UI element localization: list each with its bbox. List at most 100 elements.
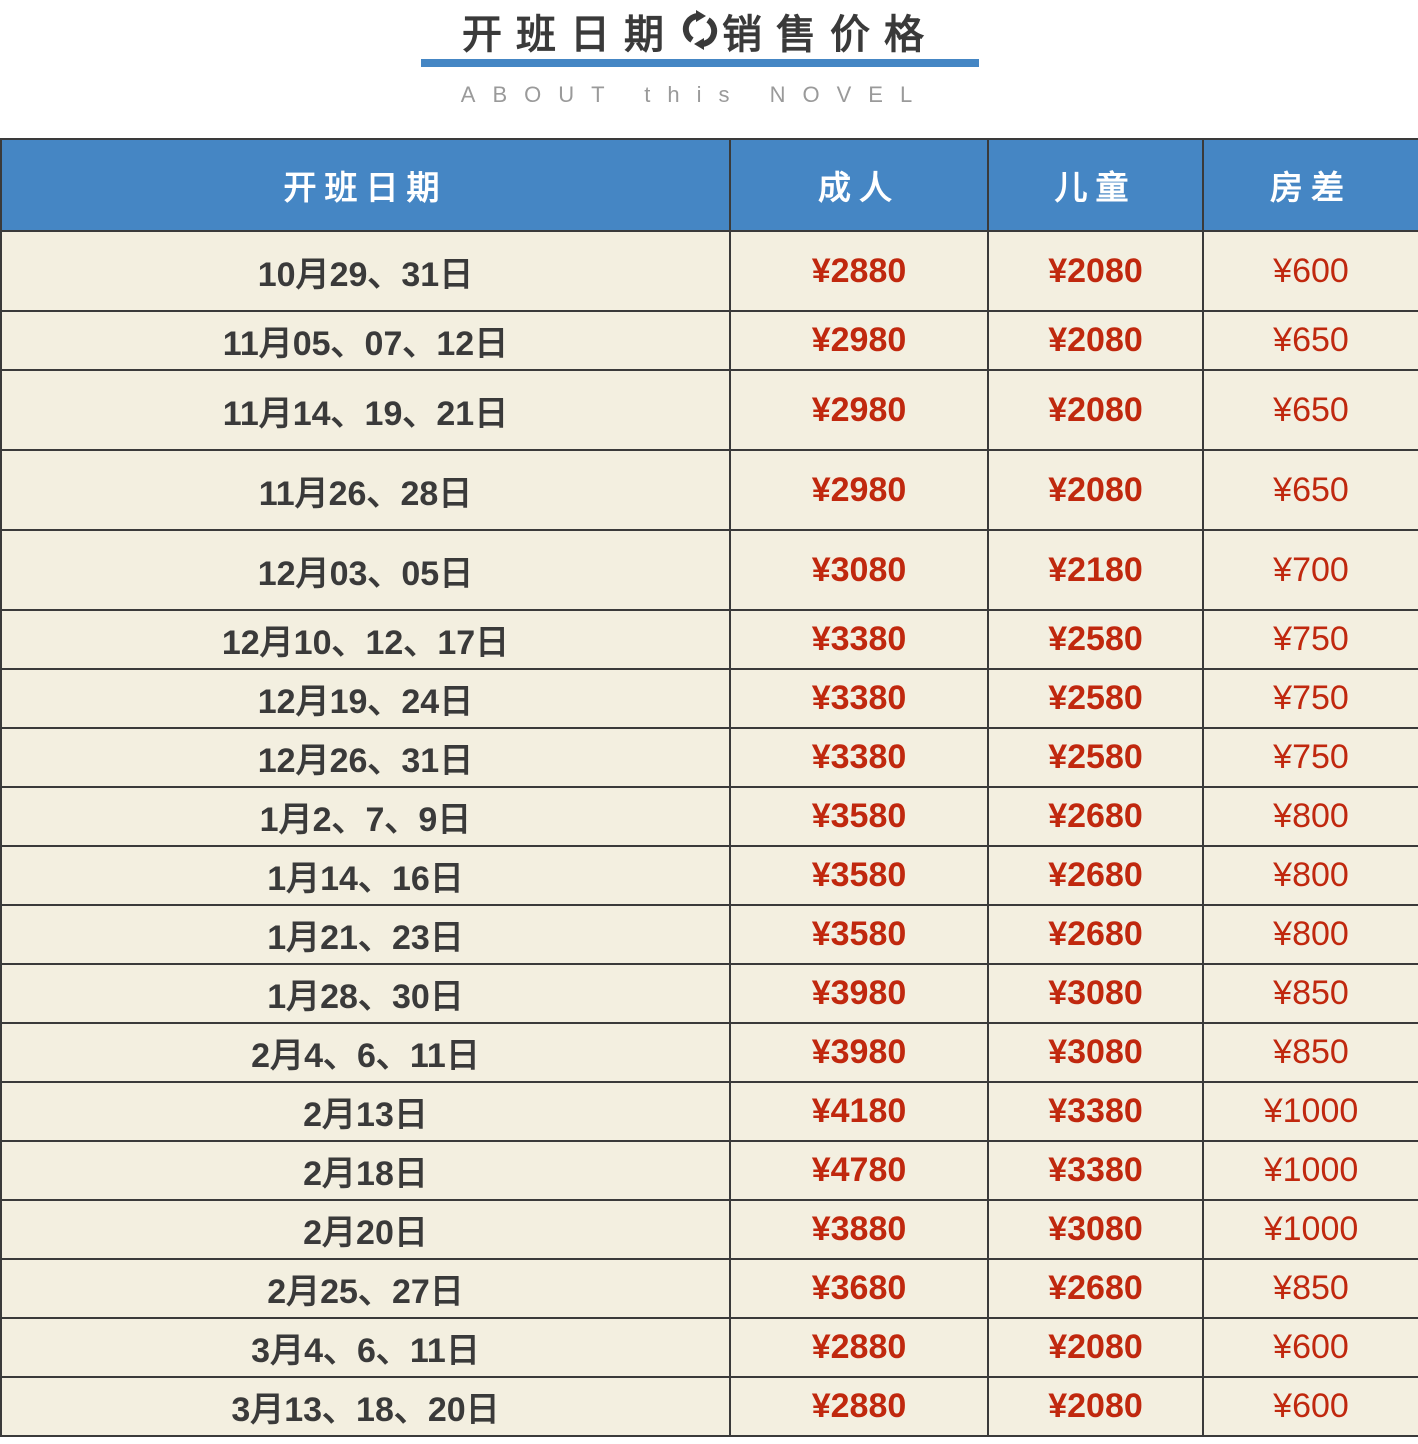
table-row: 2月18日 ¥4780 ¥3380 ¥1000	[0, 1140, 1418, 1201]
table-row: 1月21、23日 ¥3580 ¥2680 ¥800	[0, 904, 1418, 965]
adult-price-cell: ¥4180	[729, 1081, 989, 1142]
table-row: 11月26、28日 ¥2980 ¥2080 ¥650	[0, 449, 1418, 531]
room-diff-cell: ¥1000	[1202, 1081, 1418, 1142]
table-row: 12月10、12、17日 ¥3380 ¥2580 ¥750	[0, 609, 1418, 670]
child-price-cell: ¥2680	[987, 786, 1204, 847]
date-cell: 12月10、12、17日	[0, 609, 731, 670]
date-cell: 2月13日	[0, 1081, 731, 1142]
adult-price-cell: ¥2880	[729, 1317, 989, 1378]
price-table: 开班日期 成人 儿童 房差 10月29、31日 ¥2880 ¥2080 ¥600 11月…	[0, 138, 1418, 1437]
adult-price-cell: ¥3680	[729, 1258, 989, 1319]
date-cell: 3月4、6、11日	[0, 1317, 731, 1378]
table-row: 12月26、31日 ¥3380 ¥2580 ¥750	[0, 727, 1418, 788]
table-row: 3月4、6、11日 ¥2880 ¥2080 ¥600	[0, 1317, 1418, 1378]
page-header: 开班日期 销售价格 ABOUT this NOVEL	[0, 0, 1418, 139]
adult-price-cell: ¥3380	[729, 668, 989, 729]
date-cell: 11月26、28日	[0, 449, 731, 531]
date-cell: 12月19、24日	[0, 668, 731, 729]
room-diff-cell: ¥1000	[1202, 1199, 1418, 1260]
table-row: 1月2、7、9日 ¥3580 ¥2680 ¥800	[0, 786, 1418, 847]
table-row: 1月14、16日 ¥3580 ¥2680 ¥800	[0, 845, 1418, 906]
child-price-cell: ¥2080	[987, 369, 1204, 451]
refresh-icon	[682, 10, 718, 64]
date-cell: 12月26、31日	[0, 727, 731, 788]
column-header-date: 开班日期	[0, 138, 731, 232]
date-cell: 3月13、18、20日	[0, 1376, 731, 1437]
table-row: 10月29、31日 ¥2880 ¥2080 ¥600	[0, 230, 1418, 312]
adult-price-cell: ¥3580	[729, 904, 989, 965]
room-diff-cell: ¥700	[1202, 529, 1418, 611]
date-cell: 2月20日	[0, 1199, 731, 1260]
room-diff-cell: ¥1000	[1202, 1140, 1418, 1201]
table-row: 2月13日 ¥4180 ¥3380 ¥1000	[0, 1081, 1418, 1142]
table-row: 2月20日 ¥3880 ¥3080 ¥1000	[0, 1199, 1418, 1260]
room-diff-cell: ¥850	[1202, 1258, 1418, 1319]
date-cell: 10月29、31日	[0, 230, 731, 312]
table-row: 12月03、05日 ¥3080 ¥2180 ¥700	[0, 529, 1418, 611]
adult-price-cell: ¥2980	[729, 369, 989, 451]
adult-price-cell: ¥3580	[729, 786, 989, 847]
adult-price-cell: ¥4780	[729, 1140, 989, 1201]
room-diff-cell: ¥850	[1202, 963, 1418, 1024]
adult-price-cell: ¥3580	[729, 845, 989, 906]
room-diff-cell: ¥650	[1202, 310, 1418, 371]
title-right: 销售价格	[722, 12, 938, 58]
child-price-cell: ¥3080	[987, 1199, 1204, 1260]
adult-price-cell: ¥2880	[729, 230, 989, 312]
room-diff-cell: ¥800	[1202, 904, 1418, 965]
column-header-child: 儿童	[987, 138, 1204, 232]
room-diff-cell: ¥600	[1202, 1317, 1418, 1378]
column-header-room-diff: 房差	[1202, 138, 1418, 232]
child-price-cell: ¥2680	[987, 845, 1204, 906]
room-diff-cell: ¥750	[1202, 609, 1418, 670]
room-diff-cell: ¥750	[1202, 668, 1418, 729]
table-row: 11月14、19、21日 ¥2980 ¥2080 ¥650	[0, 369, 1418, 451]
child-price-cell: ¥2080	[987, 449, 1204, 531]
table-header-row: 开班日期 成人 儿童 房差	[0, 138, 1418, 232]
subtitle: ABOUT this NOVEL	[460, 82, 930, 107]
table-row: 2月4、6、11日 ¥3980 ¥3080 ¥850	[0, 1022, 1418, 1083]
child-price-cell: ¥2180	[987, 529, 1204, 611]
child-price-cell: ¥3080	[987, 963, 1204, 1024]
adult-price-cell: ¥3380	[729, 609, 989, 670]
adult-price-cell: ¥3980	[729, 1022, 989, 1083]
adult-price-cell: ¥3080	[729, 529, 989, 611]
adult-price-cell: ¥2980	[729, 310, 989, 371]
table-row: 1月28、30日 ¥3980 ¥3080 ¥850	[0, 963, 1418, 1024]
child-price-cell: ¥2080	[987, 230, 1204, 312]
adult-price-cell: ¥3380	[729, 727, 989, 788]
room-diff-cell: ¥850	[1202, 1022, 1418, 1083]
room-diff-cell: ¥650	[1202, 369, 1418, 451]
date-cell: 1月21、23日	[0, 904, 731, 965]
date-cell: 1月2、7、9日	[0, 786, 731, 847]
page-title: 开班日期 销售价格	[421, 8, 979, 64]
title-left: 开班日期	[462, 12, 678, 58]
room-diff-cell: ¥650	[1202, 449, 1418, 531]
column-header-adult: 成人	[729, 138, 989, 232]
table-row: 11月05、07、12日 ¥2980 ¥2080 ¥650	[0, 310, 1418, 371]
room-diff-cell: ¥600	[1202, 230, 1418, 312]
adult-price-cell: ¥2980	[729, 449, 989, 531]
room-diff-cell: ¥600	[1202, 1376, 1418, 1437]
child-price-cell: ¥2580	[987, 609, 1204, 670]
date-cell: 11月14、19、21日	[0, 369, 731, 451]
child-price-cell: ¥2680	[987, 904, 1204, 965]
date-cell: 11月05、07、12日	[0, 310, 731, 371]
date-cell: 2月25、27日	[0, 1258, 731, 1319]
child-price-cell: ¥3380	[987, 1140, 1204, 1201]
child-price-cell: ¥2580	[987, 727, 1204, 788]
adult-price-cell: ¥2880	[729, 1376, 989, 1437]
date-cell: 2月18日	[0, 1140, 731, 1201]
table-row: 3月13、18、20日 ¥2880 ¥2080 ¥600	[0, 1376, 1418, 1437]
child-price-cell: ¥2080	[987, 1317, 1204, 1378]
child-price-cell: ¥2080	[987, 310, 1204, 371]
date-cell: 1月28、30日	[0, 963, 731, 1024]
room-diff-cell: ¥800	[1202, 786, 1418, 847]
child-price-cell: ¥2580	[987, 668, 1204, 729]
adult-price-cell: ¥3980	[729, 963, 989, 1024]
table-row: 2月25、27日 ¥3680 ¥2680 ¥850	[0, 1258, 1418, 1319]
child-price-cell: ¥2680	[987, 1258, 1204, 1319]
room-diff-cell: ¥750	[1202, 727, 1418, 788]
child-price-cell: ¥2080	[987, 1376, 1204, 1437]
child-price-cell: ¥3380	[987, 1081, 1204, 1142]
